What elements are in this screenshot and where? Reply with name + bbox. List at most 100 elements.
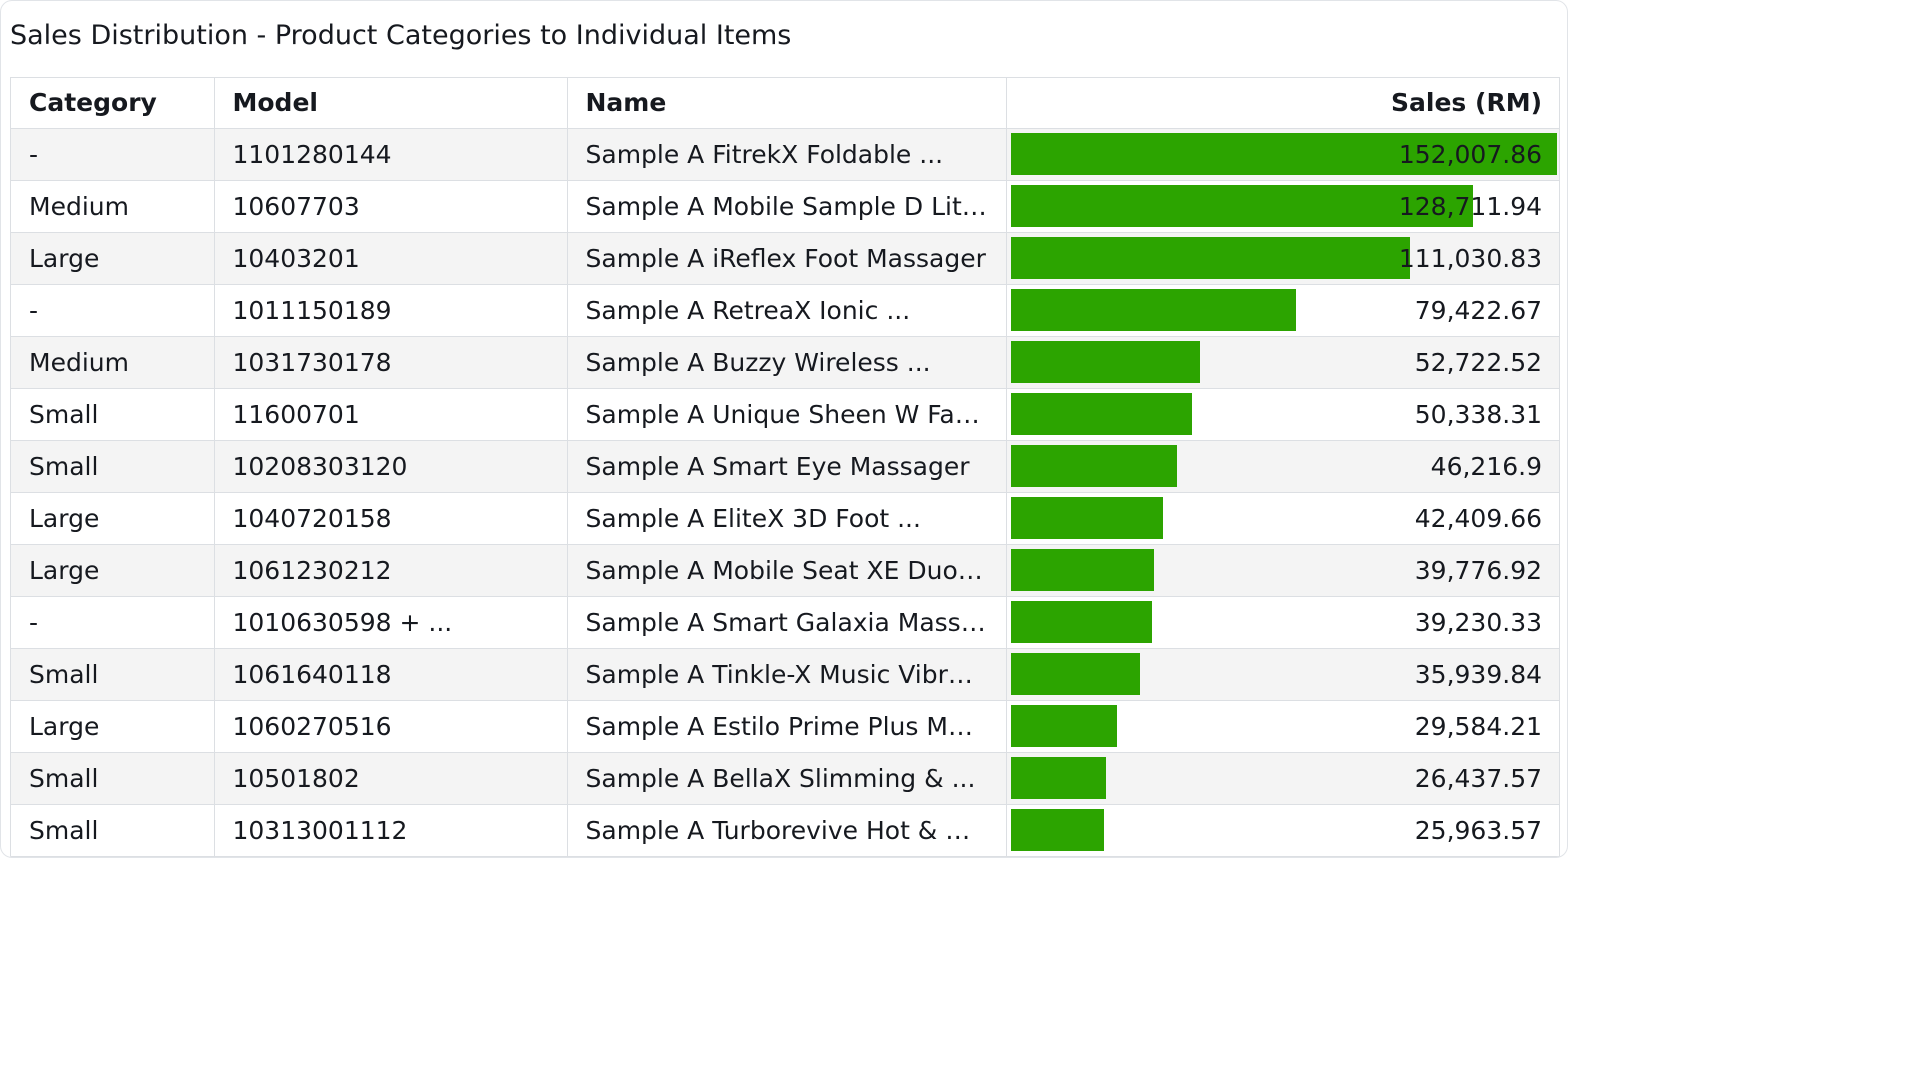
sales-value-label: 52,722.52 — [1414, 347, 1542, 377]
cell-name: Sample A BellaX Slimming & ... — [567, 752, 1007, 805]
cell-sales: 39,776.92 — [1006, 544, 1559, 597]
sales-value-label: 128,711.94 — [1398, 191, 1542, 221]
sales-value-label: 26,437.57 — [1414, 763, 1542, 793]
cell-name: Sample A iReflex Foot Massager — [567, 232, 1007, 285]
sales-bar — [1010, 132, 1557, 175]
sales-bar — [1010, 236, 1410, 279]
sales-value-label: 39,230.33 — [1414, 607, 1542, 637]
cell-category: Large — [11, 492, 215, 545]
cell-model: 1101280144 — [214, 128, 568, 181]
cell-model: 10501802 — [214, 752, 568, 805]
table-row[interactable]: Medium 1031730178 Sample A Buzzy Wireless … — [11, 336, 1559, 389]
cell-name: Sample A Mobile Sample D Lite ... — [567, 180, 1007, 233]
cell-name: Sample A FitrekX Foldable ... — [567, 128, 1007, 181]
cell-name: Sample A Mobile Seat XE Duo Pr... — [567, 544, 1007, 597]
table-row[interactable]: -1010630598 + ... Sample A Smart Galaxia … — [11, 596, 1559, 649]
sales-bar — [1010, 756, 1106, 799]
cell-sales: 50,338.31 — [1006, 388, 1559, 441]
table-row[interactable]: Small 10313001112 Sample A Turborevive Hot… — [11, 804, 1559, 857]
cell-category: - — [11, 284, 215, 337]
column-header-model[interactable]: Model — [214, 78, 568, 129]
sales-bar — [1010, 496, 1163, 539]
cell-category: Large — [11, 232, 215, 285]
sales-bar — [1010, 184, 1473, 227]
table-row[interactable]: Large 1060270516 Sample A Estilo Prime Plu… — [11, 700, 1559, 753]
cell-model: 1061640118 — [214, 648, 568, 701]
column-header-name[interactable]: Name — [567, 78, 1007, 129]
cell-category: Medium — [11, 336, 215, 389]
cell-category: Small — [11, 440, 215, 493]
cell-category: Large — [11, 700, 215, 753]
table-row[interactable]: Medium 10607703 Sample A Mobile Sample D L… — [11, 180, 1559, 233]
cell-model: 1011150189 — [214, 284, 568, 337]
cell-category: Small — [11, 388, 215, 441]
sales-bar — [1010, 288, 1296, 331]
cell-model: 10607703 — [214, 180, 568, 233]
sales-bar — [1010, 652, 1140, 695]
cell-sales: 39,230.33 — [1006, 596, 1559, 649]
cell-name: Sample A Unique Sheen W Facial... — [567, 388, 1007, 441]
table-body: -1101280144 Sample A FitrekX Foldable ...… — [11, 128, 1559, 857]
cell-model: 11600701 — [214, 388, 568, 441]
sales-value-label: 25,963.57 — [1414, 815, 1542, 845]
table-row[interactable]: Large 1061230212 Sample A Mobile Seat XE D… — [11, 544, 1559, 597]
cell-sales: 29,584.21 — [1006, 700, 1559, 753]
cell-model: 1031730178 — [214, 336, 568, 389]
cell-sales: 152,007.86 — [1006, 128, 1559, 181]
cell-sales: 42,409.66 — [1006, 492, 1559, 545]
cell-category: Small — [11, 804, 215, 857]
cell-category: Small — [11, 752, 215, 805]
cell-name: Sample A Smart Galaxia Massage... — [567, 596, 1007, 649]
cell-name: Sample A Smart Eye Massager — [567, 440, 1007, 493]
sales-bar — [1010, 340, 1200, 383]
table-row[interactable]: -1101280144 Sample A FitrekX Foldable ...… — [11, 128, 1559, 181]
cell-sales: 79,422.67 — [1006, 284, 1559, 337]
table: Category Model Name Sales (RM) -11012801… — [11, 78, 1559, 857]
cell-sales: 46,216.9 — [1006, 440, 1559, 493]
sales-value-label: 111,030.83 — [1398, 243, 1542, 273]
table-row[interactable]: Small 1061640118 Sample A Tinkle-X Music V… — [11, 648, 1559, 701]
sales-value-label: 29,584.21 — [1414, 711, 1542, 741]
table-row[interactable]: Small 11600701 Sample A Unique Sheen W Fac… — [11, 388, 1559, 441]
cell-category: Small — [11, 648, 215, 701]
column-header-category[interactable]: Category — [11, 78, 215, 129]
table-row[interactable]: Large 1040720158 Sample A EliteX 3D Foot .… — [11, 492, 1559, 545]
sales-bar — [1010, 444, 1177, 487]
cell-category: - — [11, 596, 215, 649]
table-row[interactable]: Small 10501802 Sample A BellaX Slimming & … — [11, 752, 1559, 805]
column-header-sales[interactable]: Sales (RM) — [1006, 78, 1559, 129]
sales-value-label: 39,776.92 — [1414, 555, 1542, 585]
cell-sales: 25,963.57 — [1006, 804, 1559, 857]
cell-sales: 128,711.94 — [1006, 180, 1559, 233]
sales-bar — [1010, 704, 1117, 747]
sales-value-label: 50,338.31 — [1414, 399, 1542, 429]
cell-name: Sample A Estilo Prime Plus Mobil... — [567, 700, 1007, 753]
table-row[interactable]: -1011150189 Sample A RetreaX Ionic ... 79,… — [11, 284, 1559, 337]
sales-bar — [1010, 548, 1154, 591]
table-row[interactable]: Large 10403201 Sample A iReflex Foot Massa… — [11, 232, 1559, 285]
cell-model: 1061230212 — [214, 544, 568, 597]
sales-bar — [1010, 600, 1152, 643]
cell-name: Sample A Turborevive Hot & Col... — [567, 804, 1007, 857]
cell-category: Medium — [11, 180, 215, 233]
chart-title: Sales Distribution - Product Categories … — [10, 20, 792, 51]
cell-category: - — [11, 128, 215, 181]
header-row: Category Model Name Sales (RM) — [11, 78, 1559, 129]
table-row[interactable]: Small 10208303120 Sample A Smart Eye Massa… — [11, 440, 1559, 493]
cell-name: Sample A Buzzy Wireless ... — [567, 336, 1007, 389]
cell-model: 1010630598 + ... — [214, 596, 568, 649]
cell-sales: 26,437.57 — [1006, 752, 1559, 805]
sales-value-label: 35,939.84 — [1414, 659, 1542, 689]
sales-table[interactable]: Category Model Name Sales (RM) -11012801… — [10, 77, 1560, 857]
cell-model: 1040720158 — [214, 492, 568, 545]
sales-value-label: 46,216.9 — [1430, 451, 1542, 481]
cell-name: Sample A RetreaX Ionic ... — [567, 284, 1007, 337]
cell-sales: 35,939.84 — [1006, 648, 1559, 701]
sales-value-label: 79,422.67 — [1414, 295, 1542, 325]
cell-name: Sample A EliteX 3D Foot ... — [567, 492, 1007, 545]
cell-model: 10313001112 — [214, 804, 568, 857]
sales-value-label: 152,007.86 — [1398, 139, 1542, 169]
cell-model: 1060270516 — [214, 700, 568, 753]
cell-sales: 111,030.83 — [1006, 232, 1559, 285]
sales-bar — [1010, 808, 1104, 851]
